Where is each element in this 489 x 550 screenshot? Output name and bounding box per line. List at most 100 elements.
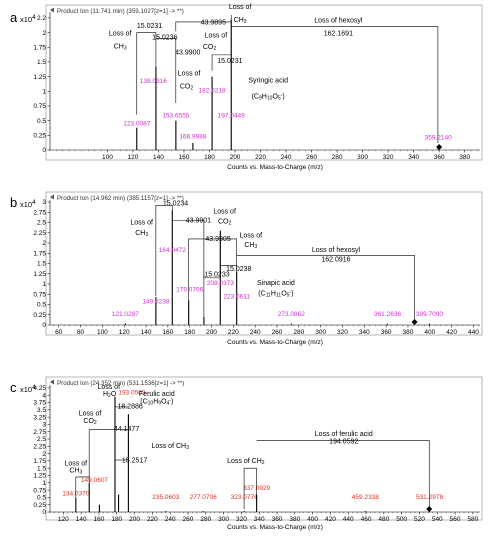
y-tick-label: 0 bbox=[42, 509, 46, 516]
y-multiplier: x104 bbox=[20, 384, 36, 394]
x-tick-label: 240 bbox=[250, 329, 261, 336]
y-tick-label: 4.25 bbox=[33, 385, 46, 392]
annotation-text: Sinapic acid bbox=[257, 280, 295, 287]
y-multiplier: x104 bbox=[20, 199, 36, 209]
annotation-text: CO2 bbox=[83, 418, 97, 426]
y-tick-label: 2.75 bbox=[33, 209, 46, 216]
annotation-text: 162.0916 bbox=[321, 256, 350, 263]
annotation-text: Loss of hexosyl bbox=[312, 247, 361, 254]
x-tick-label: 260 bbox=[306, 154, 317, 161]
x-tick-label: 360 bbox=[434, 154, 445, 161]
fragment-bracket bbox=[155, 38, 177, 104]
x-tick-label: 100 bbox=[102, 154, 113, 161]
peak-label: 459.2338 bbox=[352, 494, 379, 501]
annotation-text: Loss of CH2 bbox=[227, 458, 265, 466]
annotation-text: Ferulic acid bbox=[139, 391, 175, 398]
y-tick-label: 1 bbox=[42, 281, 46, 288]
y-tick-label: 0.25 bbox=[33, 133, 46, 140]
x-tick-label: 320 bbox=[383, 154, 394, 161]
x-tick-label: 480 bbox=[378, 516, 389, 523]
x-tick-label: 300 bbox=[315, 329, 326, 336]
x-tick-label: 200 bbox=[206, 329, 217, 336]
panel-a: a x104 Product Ion (11.741 min) (359.1027[… bbox=[10, 4, 483, 171]
peak-label: 277.0706 bbox=[190, 494, 217, 501]
panel-header: Product Ion (14.962 min) (385.1157[z=1] … bbox=[57, 195, 184, 202]
plot-frame bbox=[45, 4, 483, 161]
collapse-icon bbox=[50, 379, 54, 385]
collapse-icon bbox=[50, 194, 54, 200]
annotation-text: CH3 bbox=[234, 17, 247, 25]
peak-label: 208.0373 bbox=[207, 280, 234, 287]
y-tick-label: 0.25 bbox=[33, 312, 46, 319]
y-tick-label: 2.75 bbox=[33, 429, 46, 436]
peak-label: 153.6555 bbox=[162, 113, 189, 120]
annotation-text: Loss of CH3 bbox=[151, 443, 189, 451]
y-tick-label: 0.5 bbox=[37, 495, 46, 502]
x-tick-label: 300 bbox=[357, 154, 368, 161]
annotation-text: Loss of bbox=[79, 411, 102, 418]
peak-label: 197.0449 bbox=[218, 113, 245, 120]
x-tick-label: 220 bbox=[147, 516, 158, 523]
y-tick-label: 3.25 bbox=[33, 414, 46, 421]
annotation-text: Loss of bbox=[240, 233, 263, 240]
x-tick-label: 60 bbox=[55, 329, 63, 336]
x-tick-label: 540 bbox=[432, 516, 443, 523]
collapse-icon bbox=[50, 7, 54, 13]
panel-header: Product Ion (24.352 min) (531.1536[z=1] … bbox=[57, 380, 184, 387]
annotation-text: Loss of bbox=[97, 384, 120, 391]
x-tick-label: 160 bbox=[94, 516, 105, 523]
y-tick-label: 0.75 bbox=[33, 487, 46, 494]
x-tick-label: 460 bbox=[361, 516, 372, 523]
annotation-text: CO2 bbox=[218, 218, 232, 226]
annotation-text: Loss of hexosyl bbox=[314, 18, 363, 25]
x-tick-label: 260 bbox=[272, 329, 283, 336]
precursor-marker bbox=[436, 144, 443, 150]
peak-label: 166.9988 bbox=[179, 133, 206, 140]
annotation-text: CH3 bbox=[114, 43, 127, 51]
panel-b: b x104 Product Ion (14.962 min) (385.1157[… bbox=[10, 191, 483, 346]
peak-label: 179.0706 bbox=[176, 286, 203, 293]
x-tick-label: 320 bbox=[236, 516, 247, 523]
y-tick-label: 2.5 bbox=[37, 436, 46, 443]
peak-label: 123.0087 bbox=[123, 120, 150, 127]
y-tick-label: 1.75 bbox=[33, 250, 46, 257]
x-tick-label: 300 bbox=[218, 516, 229, 523]
y-tick-label: 2.25 bbox=[33, 230, 46, 237]
y-tick-label: 0 bbox=[42, 147, 46, 154]
x-tick-label: 580 bbox=[467, 516, 478, 523]
fragment-bracket bbox=[188, 238, 237, 301]
y-tick-label: 4 bbox=[42, 392, 46, 399]
peak-label: 149.0238 bbox=[142, 299, 169, 306]
y-tick-label: 2 bbox=[42, 30, 46, 37]
x-tick-label: 80 bbox=[77, 329, 85, 336]
annotation-text: (C9H10O5-) bbox=[252, 92, 285, 102]
x-tick-label: 440 bbox=[468, 329, 479, 336]
peak-label: 193.0503 bbox=[118, 389, 145, 396]
x-axis-label: Counts vs. Mass-to-Charge (m/z) bbox=[227, 164, 323, 171]
annotation-text: Loss of bbox=[130, 220, 153, 227]
annotation-text: Loss of bbox=[213, 209, 236, 216]
y-tick-label: 1.5 bbox=[37, 465, 46, 472]
annotation-text: Loss of bbox=[205, 32, 228, 39]
x-tick-label: 560 bbox=[450, 516, 461, 523]
annotation-text: CH3 bbox=[135, 230, 148, 238]
peak-label: 361.2636 bbox=[374, 311, 401, 318]
panel-header: Product Ion (11.741 min) (359.1027[z=1] … bbox=[57, 8, 184, 15]
y-tick-label: 2.5 bbox=[37, 220, 46, 227]
annotation-text: Loss of bbox=[178, 70, 201, 77]
precursor-marker bbox=[411, 319, 418, 325]
panel-letter-b: b bbox=[10, 195, 17, 210]
x-tick-label: 220 bbox=[255, 154, 266, 161]
y-tick-label: 0 bbox=[42, 322, 46, 329]
x-tick-label: 380 bbox=[459, 154, 470, 161]
y-tick-label: 0.75 bbox=[33, 103, 46, 110]
y-tick-label: 0.75 bbox=[33, 291, 46, 298]
x-tick-label: 120 bbox=[128, 154, 139, 161]
x-tick-label: 240 bbox=[165, 516, 176, 523]
annotation-text: 15.0238 bbox=[226, 266, 251, 273]
fragment-bracket bbox=[172, 220, 205, 317]
peak-label: 235.0603 bbox=[152, 494, 179, 501]
annotation-text: 15.0236 bbox=[152, 35, 177, 42]
annotation-text: CH3 bbox=[244, 242, 257, 250]
